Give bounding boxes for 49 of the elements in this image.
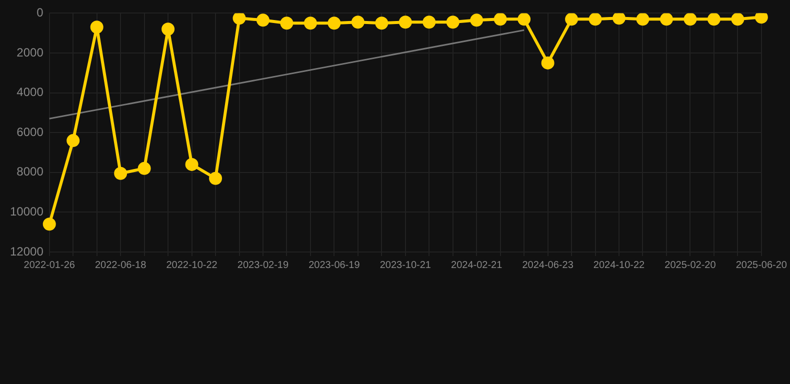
point: [731, 13, 744, 26]
point: [541, 56, 554, 70]
y-tick-label: 12000: [10, 244, 44, 258]
point: [398, 16, 412, 29]
y-tick-label: 10000: [10, 204, 44, 219]
y-tick-label: 8000: [16, 164, 44, 179]
y-tick-label: 2000: [16, 45, 44, 60]
point: [162, 22, 175, 36]
x-tick-label: 2024-06-23: [522, 260, 574, 271]
point: [304, 16, 317, 30]
point: [660, 13, 673, 26]
y-tick-label: 4000: [16, 85, 44, 100]
point: [138, 162, 151, 175]
point: [114, 166, 128, 180]
point: [422, 16, 436, 29]
point: [42, 218, 56, 231]
point: [232, 13, 246, 25]
x-tick-label: 2023-02-19: [237, 260, 289, 271]
point: [280, 16, 294, 30]
x-tick-label: 2024-10-22: [593, 260, 646, 271]
point: [351, 16, 364, 29]
point: [185, 158, 198, 171]
point: [494, 13, 507, 26]
point: [684, 13, 697, 26]
x-tick-label: 2022-10-22: [166, 260, 218, 271]
y-tick-label: 6000: [16, 124, 44, 139]
x-tick-label: 2022-06-18: [94, 260, 147, 271]
point: [209, 172, 222, 185]
point: [588, 13, 602, 26]
point: [612, 13, 626, 25]
point: [256, 14, 270, 27]
x-tick-label: 2022-01-26: [24, 260, 76, 271]
x-tick-label: 2025-02-20: [664, 260, 716, 271]
point: [328, 16, 341, 30]
point: [518, 13, 531, 26]
point: [470, 14, 484, 27]
y-tick-label: 0: [36, 6, 44, 20]
point: [707, 13, 720, 26]
point: [754, 13, 768, 24]
point: [446, 16, 460, 29]
x-tick-label: 2023-10-21: [380, 260, 432, 271]
point: [90, 20, 104, 34]
point: [565, 13, 578, 26]
point: [375, 16, 388, 30]
x-tick-label: 2025-06-20: [736, 260, 788, 271]
point: [66, 134, 80, 148]
x-tick-label: 2024-02-21: [451, 260, 503, 271]
x-tick-label: 2023-06-19: [308, 260, 360, 271]
point: [636, 13, 650, 26]
